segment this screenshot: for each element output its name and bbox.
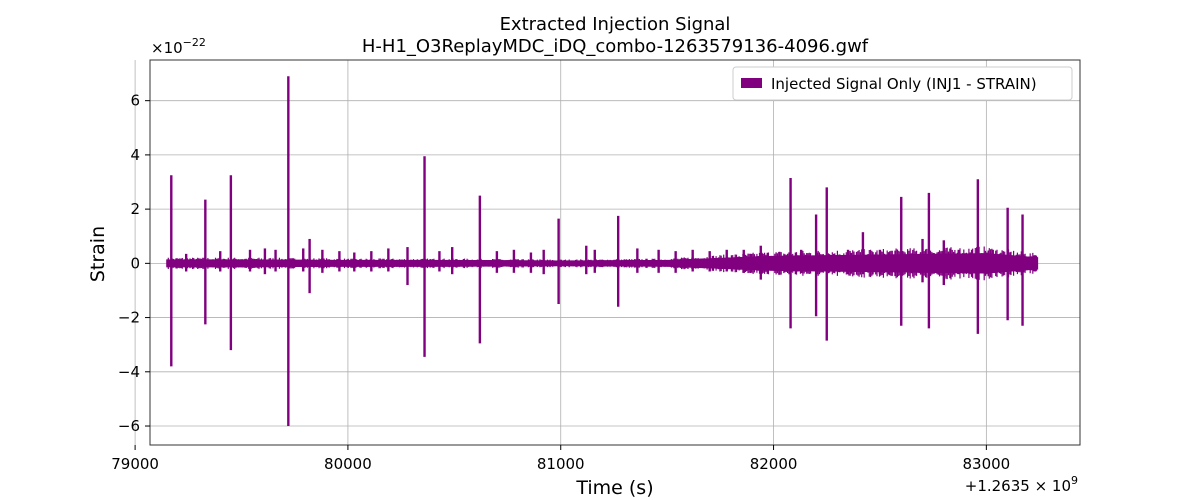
y-tick-label: 6	[130, 92, 140, 110]
x-tick-label: 79000	[111, 455, 159, 473]
y-tick-label: 4	[130, 146, 140, 164]
chart-subtitle: H-H1_O3ReplayMDC_iDQ_combo-1263579136-40…	[362, 36, 869, 57]
y-multiplier-exponent: −22	[183, 36, 206, 49]
x-tick-label: 81000	[537, 455, 585, 473]
y-axis-label: Strain	[87, 226, 109, 282]
x-tick-label: 83000	[963, 455, 1011, 473]
x-offset-base: +1.2635 × 10	[965, 477, 1071, 495]
y-tick-label: −2	[118, 309, 140, 327]
x-tick-label: 80000	[324, 455, 372, 473]
x-axis-label: Time (s)	[575, 477, 653, 499]
y-tick-label: −6	[118, 417, 140, 435]
x-offset-exponent: 9	[1071, 474, 1078, 487]
legend-swatch	[741, 78, 762, 88]
x-offset-label: +1.2635 × 109	[965, 474, 1078, 495]
chart-title: Extracted Injection Signal	[500, 14, 731, 35]
legend-box	[732, 66, 1073, 101]
y-axis-ticks: −6 −4 −2 0 2 4 6	[118, 92, 150, 435]
y-multiplier-base: ×10	[151, 39, 183, 57]
series-injected-signal	[166, 76, 1039, 427]
y-tick-label: −4	[118, 363, 140, 381]
legend-label: Injected Signal Only (INJ1 - STRAIN)	[771, 75, 1037, 93]
legend: Injected Signal Only (INJ1 - STRAIN)	[732, 66, 1073, 101]
plot-frame	[149, 59, 1081, 446]
y-tick-label: 0	[130, 254, 140, 272]
x-axis-ticks: 79000 80000 81000 82000 83000	[111, 445, 1010, 473]
y-multiplier-label: ×10−22	[151, 36, 206, 57]
y-tick-label: 2	[130, 200, 140, 218]
signal-noise	[166, 246, 1038, 281]
x-tick-label: 82000	[750, 455, 798, 473]
